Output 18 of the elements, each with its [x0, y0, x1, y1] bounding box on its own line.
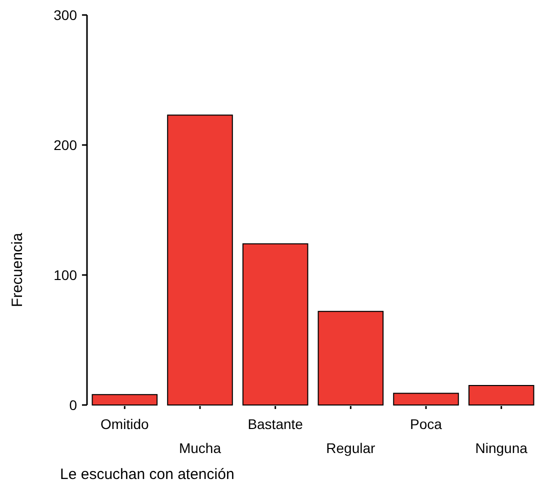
y-axis-title: Frecuencia: [9, 232, 26, 308]
bar: [242, 243, 308, 406]
x-tick-label: Regular: [326, 440, 376, 456]
x-tick-label: Bastante: [248, 416, 304, 432]
x-tick-label: Poca: [410, 416, 442, 432]
x-tick-label: Ninguna: [475, 440, 528, 456]
bar: [167, 114, 233, 406]
y-tick-label: 300: [54, 6, 78, 23]
bar: [318, 310, 384, 406]
bar: [92, 394, 158, 406]
bar: [468, 385, 534, 406]
x-axis-title: Le escuchan con atención: [60, 466, 234, 483]
x-tick-label: Mucha: [178, 440, 222, 456]
y-tick-label: 0: [69, 396, 78, 413]
bar: [393, 392, 459, 406]
y-tick-label: 200: [54, 136, 78, 153]
y-tick-label: 100: [54, 266, 78, 283]
x-tick-label: Omitido: [100, 416, 149, 432]
